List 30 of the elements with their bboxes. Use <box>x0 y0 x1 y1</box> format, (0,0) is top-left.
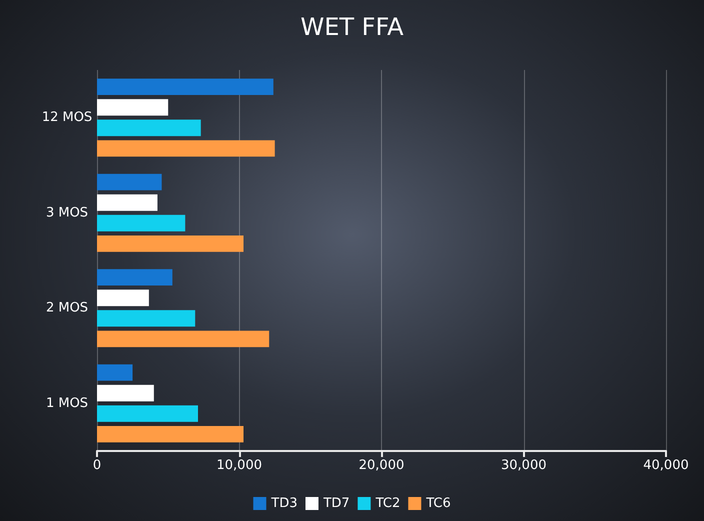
x-tick-label: 30,000 <box>501 458 546 473</box>
bar <box>97 384 154 402</box>
y-tick-label: 12 MOS <box>42 110 92 126</box>
bar <box>97 78 274 96</box>
bar <box>97 235 244 252</box>
bar <box>97 290 149 306</box>
y-tick-label: 2 MOS <box>46 300 88 316</box>
bar <box>97 310 196 327</box>
x-tick-label: 10,000 <box>216 458 262 473</box>
bar <box>97 174 162 190</box>
legend-label: TC6 <box>425 496 451 511</box>
bar <box>97 194 158 211</box>
bar <box>97 405 198 422</box>
chart-title: WET FFA <box>300 13 404 41</box>
legend-label: TD7 <box>322 496 350 511</box>
bar <box>97 140 275 157</box>
y-tick-label: 1 MOS <box>46 396 88 411</box>
bar <box>97 214 186 232</box>
legend-label: TD3 <box>270 496 298 511</box>
bar <box>97 330 270 348</box>
legend-label: TC2 <box>374 496 400 511</box>
y-tick-label: 3 MOS <box>46 205 88 220</box>
bar <box>97 120 201 136</box>
bar <box>97 99 168 116</box>
x-tick-label: 0 <box>92 458 102 473</box>
x-tick-label: 20,000 <box>358 458 404 473</box>
x-tick-label: 40,000 <box>643 458 689 473</box>
bar <box>97 269 172 286</box>
bar <box>97 364 133 381</box>
bar <box>97 426 244 442</box>
